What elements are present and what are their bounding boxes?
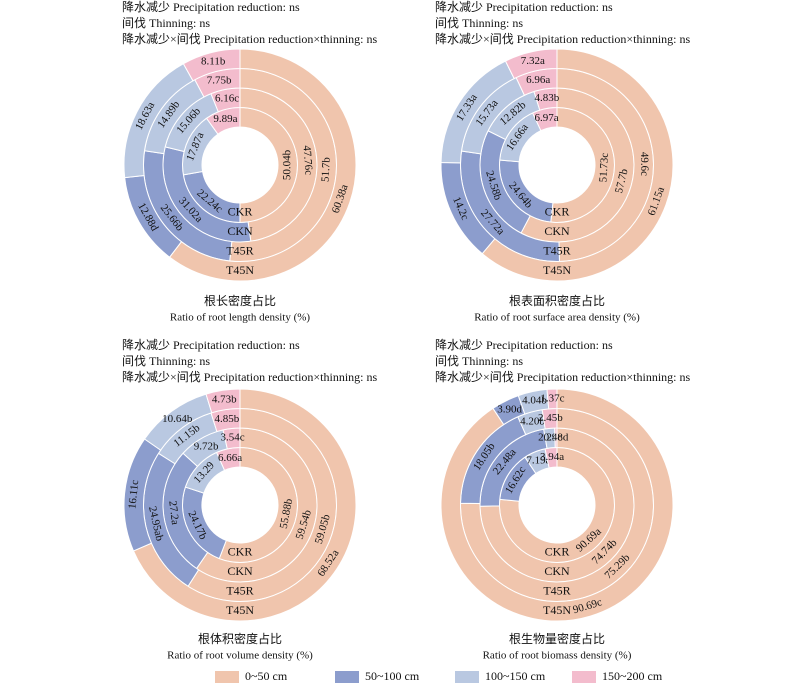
value-label: 57.7b (613, 167, 631, 194)
ring-label: T45N (226, 263, 254, 277)
legend-label: 100~150 cm (485, 669, 546, 683)
ring-label: T45N (543, 603, 571, 617)
value-label: 1.37c (540, 392, 564, 404)
legend-swatch (335, 671, 359, 683)
annotation: 降水减少 Precipitation reduction: ns (435, 338, 613, 352)
value-label: 3.54c (220, 432, 244, 444)
value-label: 2.45b (538, 412, 563, 424)
ring-label: CKN (544, 564, 570, 578)
value-label: 4.85b (214, 413, 239, 425)
value-label: 27.2a (166, 500, 181, 525)
ring-label: CKR (228, 205, 253, 219)
ring-label: T45N (226, 603, 254, 617)
value-label: 50.04b (281, 149, 293, 180)
ring-segment (440, 388, 674, 622)
ring-label: T45R (543, 584, 570, 598)
ring-label: CKN (544, 224, 570, 238)
chart-subtitle: Ratio of root length density (%) (170, 312, 311, 324)
ring-label: T45N (543, 263, 571, 277)
legend-label: 150~200 cm (602, 669, 663, 683)
value-label: 4.83b (534, 92, 559, 104)
legend-swatch (455, 671, 479, 683)
annotation: 间伐 Thinning: ns (435, 354, 523, 368)
legend-swatch (572, 671, 596, 683)
value-label: 0.48d (544, 431, 569, 443)
chart-title: 根体积密度占比 (198, 631, 282, 646)
annotation: 降水减少 Precipitation reduction: ns (435, 0, 613, 14)
ring-label: CKN (227, 564, 253, 578)
value-label: 7.32a (521, 55, 545, 67)
value-label: 10.64b (162, 413, 193, 425)
value-label: 7.75b (207, 74, 232, 86)
chart-subtitle: Ratio of root surface area density (%) (474, 312, 640, 324)
ring-label: T45R (226, 584, 253, 598)
legend-label: 50~100 cm (365, 669, 420, 683)
annotation: 降水减少 Precipitation reduction: ns (122, 338, 300, 352)
chart-title: 根表面积密度占比 (509, 293, 605, 308)
annotation: 降水减少×间伐 Precipitation reduction×thinning… (122, 370, 378, 384)
ring-segment (205, 388, 241, 414)
value-label: 9.72b (194, 440, 219, 452)
ring-label: T45R (226, 244, 253, 258)
value-label: 3.94a (540, 451, 564, 463)
value-label: 47.76c (301, 145, 315, 176)
value-label: 51.7b (320, 156, 333, 182)
value-label: 9.89a (213, 113, 237, 125)
value-label: 51.73c (597, 152, 611, 182)
annotation: 降水减少×间伐 Precipitation reduction×thinning… (435, 32, 691, 46)
value-label: 6.66a (218, 452, 242, 464)
value-label: 49.6c (638, 152, 650, 176)
legend-label: 0~50 cm (245, 669, 288, 683)
annotation: 间伐 Thinning: ns (435, 16, 523, 30)
ring-segment (504, 48, 558, 80)
annotation: 间伐 Thinning: ns (122, 354, 210, 368)
value-label: 4.04b (522, 395, 547, 407)
ring-label: CKR (545, 205, 570, 219)
chart-title: 根生物量密度占比 (509, 631, 605, 646)
chart-title: 根长密度占比 (204, 293, 276, 308)
annotation: 间伐 Thinning: ns (122, 16, 210, 30)
ring-label: CKR (228, 545, 253, 559)
ring-segment (132, 388, 357, 622)
annotation: 降水减少 Precipitation reduction: ns (122, 0, 300, 14)
legend-swatch (215, 671, 239, 683)
annotation: 降水减少×间伐 Precipitation reduction×thinning… (122, 32, 378, 46)
value-label: 6.97a (535, 112, 559, 124)
ring-label: T45R (543, 244, 570, 258)
value-label: 4.20b (520, 415, 545, 427)
value-label: 8.11b (201, 56, 226, 68)
ring-label: CKN (227, 224, 253, 238)
value-label: 7.19a (526, 455, 550, 467)
value-label: 3.90d (497, 403, 522, 415)
value-label: 6.96a (526, 74, 550, 86)
value-label: 6.16c (215, 93, 239, 105)
value-label: 4.73b (212, 393, 237, 405)
value-label: 16.11c (126, 479, 141, 509)
value-label: 55.88b (278, 497, 295, 529)
ring-segment (182, 48, 241, 82)
chart-subtitle: Ratio of root biomass density (%) (483, 650, 632, 662)
annotation: 降水减少×间伐 Precipitation reduction×thinning… (435, 370, 691, 384)
ring-label: CKR (545, 545, 570, 559)
ring-segment (546, 388, 558, 410)
chart-subtitle: Ratio of root volume density (%) (167, 650, 313, 662)
ring-segment (168, 48, 357, 282)
